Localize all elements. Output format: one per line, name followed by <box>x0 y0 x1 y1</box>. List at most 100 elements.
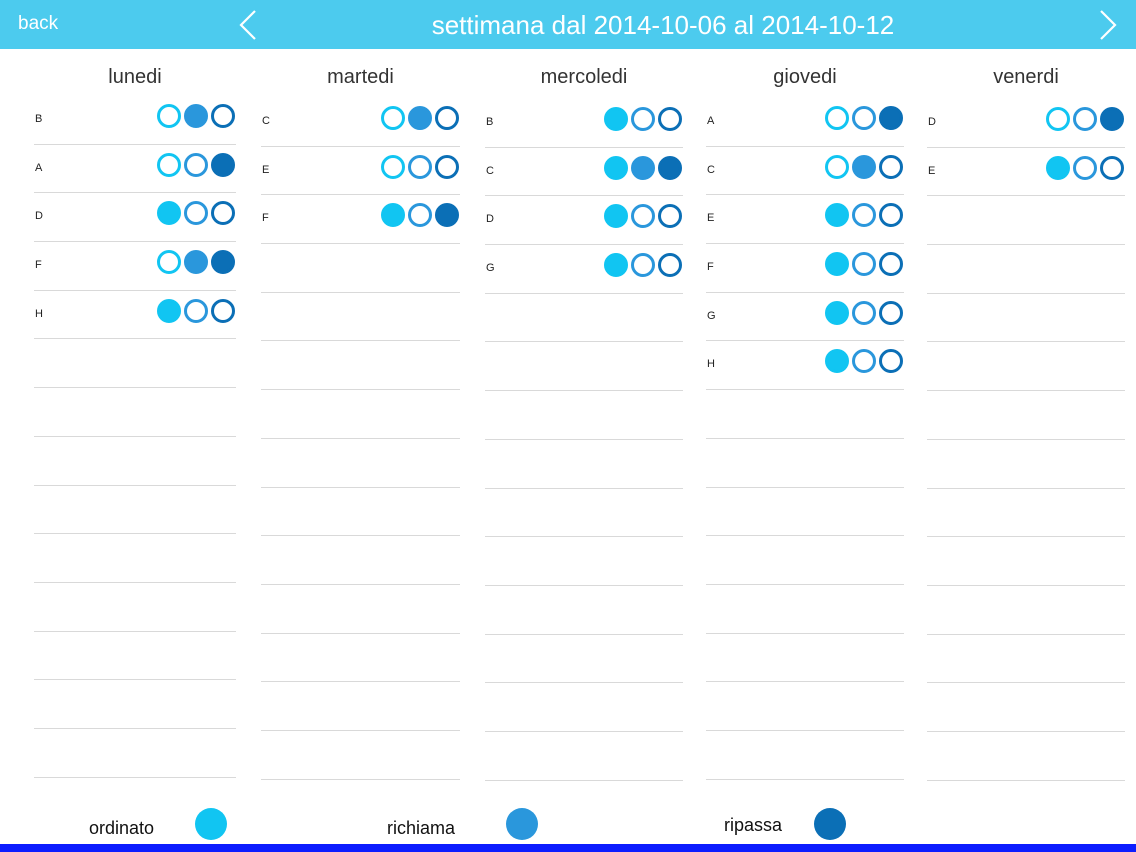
ordinato-circle[interactable] <box>1046 107 1070 131</box>
ordinato-circle[interactable] <box>157 104 181 128</box>
ripassa-circle[interactable] <box>879 349 903 374</box>
ripassa-circle[interactable] <box>879 154 903 179</box>
richiama-circle[interactable] <box>184 152 208 177</box>
entry-row[interactable]: B <box>34 96 236 145</box>
entry-label: B <box>35 113 43 125</box>
page-title: settimana dal 2014-10-06 al 2014-10-12 <box>431 10 895 40</box>
ordinato-circle[interactable] <box>381 154 405 179</box>
richiama-circle[interactable] <box>852 203 876 228</box>
richiama-circle[interactable] <box>184 201 208 226</box>
richiama-circle[interactable] <box>184 298 208 323</box>
entry-label: E <box>262 163 270 176</box>
entry-row[interactable]: B <box>485 99 683 148</box>
entry-row[interactable]: A <box>34 145 236 194</box>
ordinato-circle[interactable] <box>825 252 849 277</box>
ordinato-circle[interactable] <box>157 298 181 323</box>
entry-row[interactable]: H <box>34 291 236 340</box>
ordinato-circle[interactable] <box>825 106 849 130</box>
richiama-circle[interactable] <box>408 106 432 130</box>
entry-label: F <box>262 212 269 225</box>
status-toggles <box>604 204 682 232</box>
ripassa-circle[interactable] <box>211 250 235 275</box>
richiama-circle[interactable] <box>631 253 655 278</box>
entry-row[interactable]: E <box>706 195 904 245</box>
richiama-circle[interactable] <box>184 104 208 128</box>
empty-row <box>34 632 236 681</box>
ordinato-circle[interactable] <box>825 154 849 179</box>
ordinato-circle[interactable] <box>381 203 405 228</box>
entry-row[interactable]: D <box>34 193 236 243</box>
ordinato-circle[interactable] <box>157 152 181 177</box>
ripassa-circle[interactable] <box>211 298 235 323</box>
entry-row[interactable]: E <box>261 147 460 196</box>
ripassa-circle[interactable] <box>658 107 682 131</box>
ripassa-circle[interactable] <box>658 155 682 180</box>
ordinato-circle[interactable] <box>604 204 628 229</box>
entry-row[interactable]: G <box>706 293 904 342</box>
chevron-left-icon[interactable] <box>238 9 258 41</box>
richiama-circle[interactable] <box>408 154 432 179</box>
ordinato-circle[interactable] <box>825 300 849 325</box>
ordinato-circle[interactable] <box>825 203 849 228</box>
ordinato-circle[interactable] <box>1046 155 1070 180</box>
ordinato-circle[interactable] <box>157 201 181 226</box>
entry-row[interactable]: D <box>485 196 683 246</box>
ripassa-circle[interactable] <box>435 106 459 130</box>
entry-row[interactable]: C <box>261 98 460 147</box>
ripassa-circle[interactable] <box>658 253 682 278</box>
entry-row[interactable]: H <box>706 341 904 391</box>
ripassa-circle[interactable] <box>879 203 903 228</box>
entry-row[interactable]: G <box>485 245 683 294</box>
entry-row[interactable]: C <box>485 148 683 197</box>
status-toggles <box>157 201 235 229</box>
entry-row[interactable]: C <box>706 147 904 196</box>
entry-label: D <box>928 116 936 128</box>
ordinato-circle[interactable] <box>604 155 628 180</box>
empty-row <box>927 683 1125 732</box>
entry-row[interactable]: D <box>927 99 1125 148</box>
ripassa-circle[interactable] <box>1100 155 1124 180</box>
ripassa-circle[interactable] <box>879 252 903 277</box>
back-button[interactable]: back <box>18 13 59 34</box>
empty-row <box>261 488 460 537</box>
ripassa-circle[interactable] <box>879 106 903 130</box>
richiama-circle[interactable] <box>631 107 655 131</box>
empty-row <box>485 586 683 635</box>
richiama-circle[interactable] <box>631 155 655 180</box>
ripassa-circle[interactable] <box>211 104 235 128</box>
entry-row[interactable]: F <box>261 195 460 245</box>
richiama-circle[interactable] <box>408 203 432 228</box>
richiama-circle[interactable] <box>852 252 876 277</box>
entry-row[interactable]: F <box>706 244 904 293</box>
ordinato-circle[interactable] <box>604 107 628 131</box>
richiama-circle[interactable] <box>852 106 876 130</box>
richiama-circle[interactable] <box>852 300 876 325</box>
ripassa-circle[interactable] <box>1100 107 1124 131</box>
entry-row[interactable]: A <box>706 98 904 147</box>
ripassa-circle[interactable] <box>211 201 235 226</box>
empty-row <box>261 439 460 488</box>
ripassa-circle[interactable] <box>435 154 459 179</box>
entry-row[interactable]: F <box>34 242 236 291</box>
richiama-circle[interactable] <box>1073 107 1097 131</box>
richiama-circle[interactable] <box>631 204 655 229</box>
ordinato-circle[interactable] <box>157 250 181 275</box>
ripassa-circle[interactable] <box>211 152 235 177</box>
ripassa-circle[interactable] <box>879 300 903 325</box>
richiama-circle[interactable] <box>184 250 208 275</box>
ripassa-circle[interactable] <box>435 203 459 228</box>
entry-list: B A D F H <box>34 96 236 778</box>
empty-row <box>706 488 904 537</box>
chevron-right-icon[interactable] <box>1098 9 1118 41</box>
richiama-circle[interactable] <box>852 154 876 179</box>
richiama-circle[interactable] <box>852 349 876 374</box>
ordinato-circle[interactable] <box>381 106 405 130</box>
richiama-circle[interactable] <box>1073 155 1097 180</box>
ordinato-circle[interactable] <box>604 253 628 278</box>
entry-row[interactable]: E <box>927 148 1125 197</box>
empty-row <box>485 440 683 489</box>
ordinato-circle[interactable] <box>825 349 849 374</box>
empty-row <box>927 196 1125 246</box>
ripassa-circle[interactable] <box>658 204 682 229</box>
empty-row <box>485 732 683 781</box>
